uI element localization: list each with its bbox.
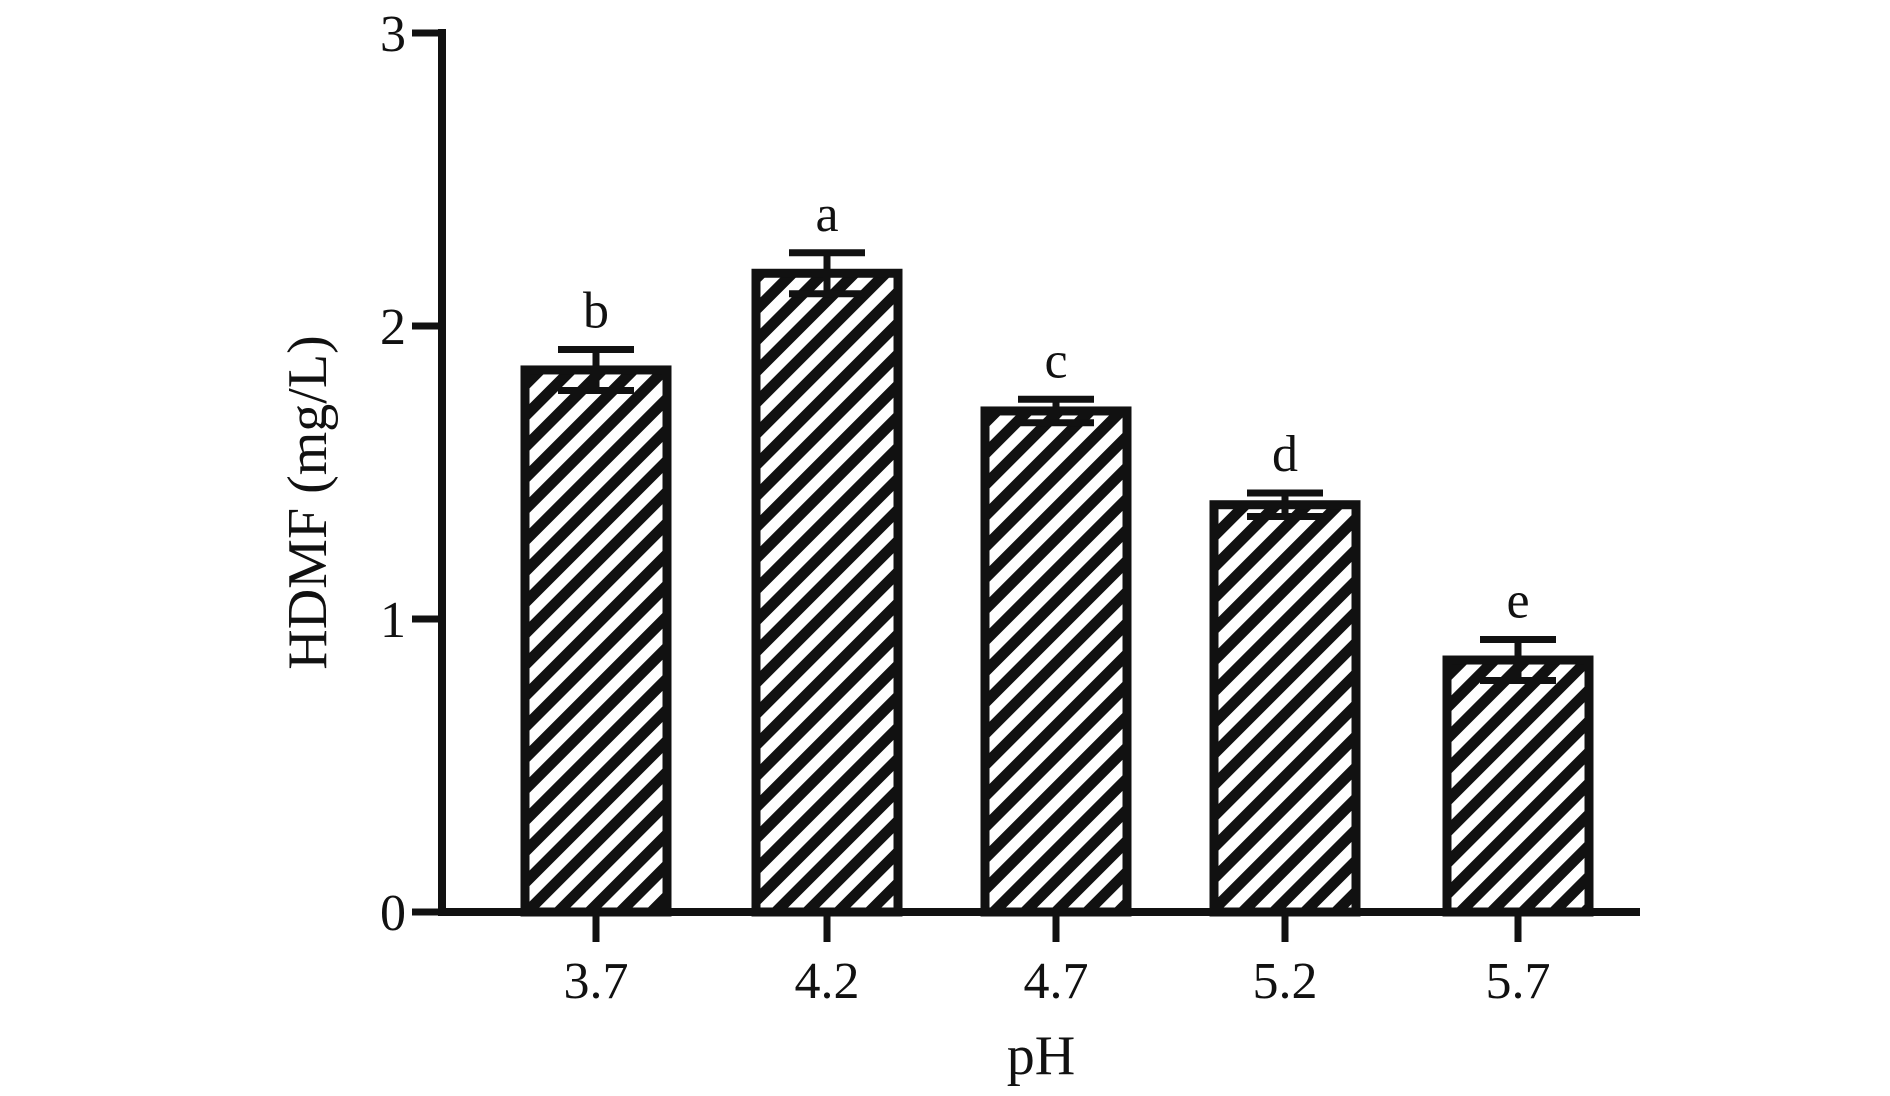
y-tick-label-1: 1: [380, 592, 406, 649]
y-axis-title: HDMF (mg/L): [277, 335, 339, 669]
axes-layer: [412, 29, 1640, 942]
x-axis-title: pH: [1007, 1025, 1075, 1087]
significance-label-3.7: b: [583, 282, 609, 339]
x-tick-label-3.7: 3.7: [564, 953, 629, 1010]
x-tick-label-5.7: 5.7: [1486, 953, 1551, 1010]
labels-layer: b a c d e 0 1 2 3 3.7 4.2 4.7 5.2 5.7 pH HDMF (mg/L): [277, 6, 1551, 1087]
significance-label-5.7: e: [1506, 573, 1529, 630]
y-tick-label-2: 2: [380, 299, 406, 356]
bar-5.2: [1209, 500, 1361, 917]
significance-label-5.2: d: [1272, 426, 1298, 483]
bar-4.7: [980, 406, 1132, 917]
y-tick-label-0: 0: [380, 885, 406, 942]
bar-4.2: [751, 268, 903, 917]
x-tick-label-4.7: 4.7: [1024, 953, 1089, 1010]
y-tick-label-3: 3: [380, 6, 406, 63]
error-bars-layer: [558, 249, 1556, 685]
x-tick-label-4.2: 4.2: [795, 953, 860, 1010]
bar-3.7: [520, 365, 672, 917]
x-tick-label-5.2: 5.2: [1253, 953, 1318, 1010]
bar-5.7: [1442, 655, 1594, 917]
significance-label-4.7: c: [1044, 332, 1067, 389]
significance-label-4.2: a: [815, 186, 838, 243]
